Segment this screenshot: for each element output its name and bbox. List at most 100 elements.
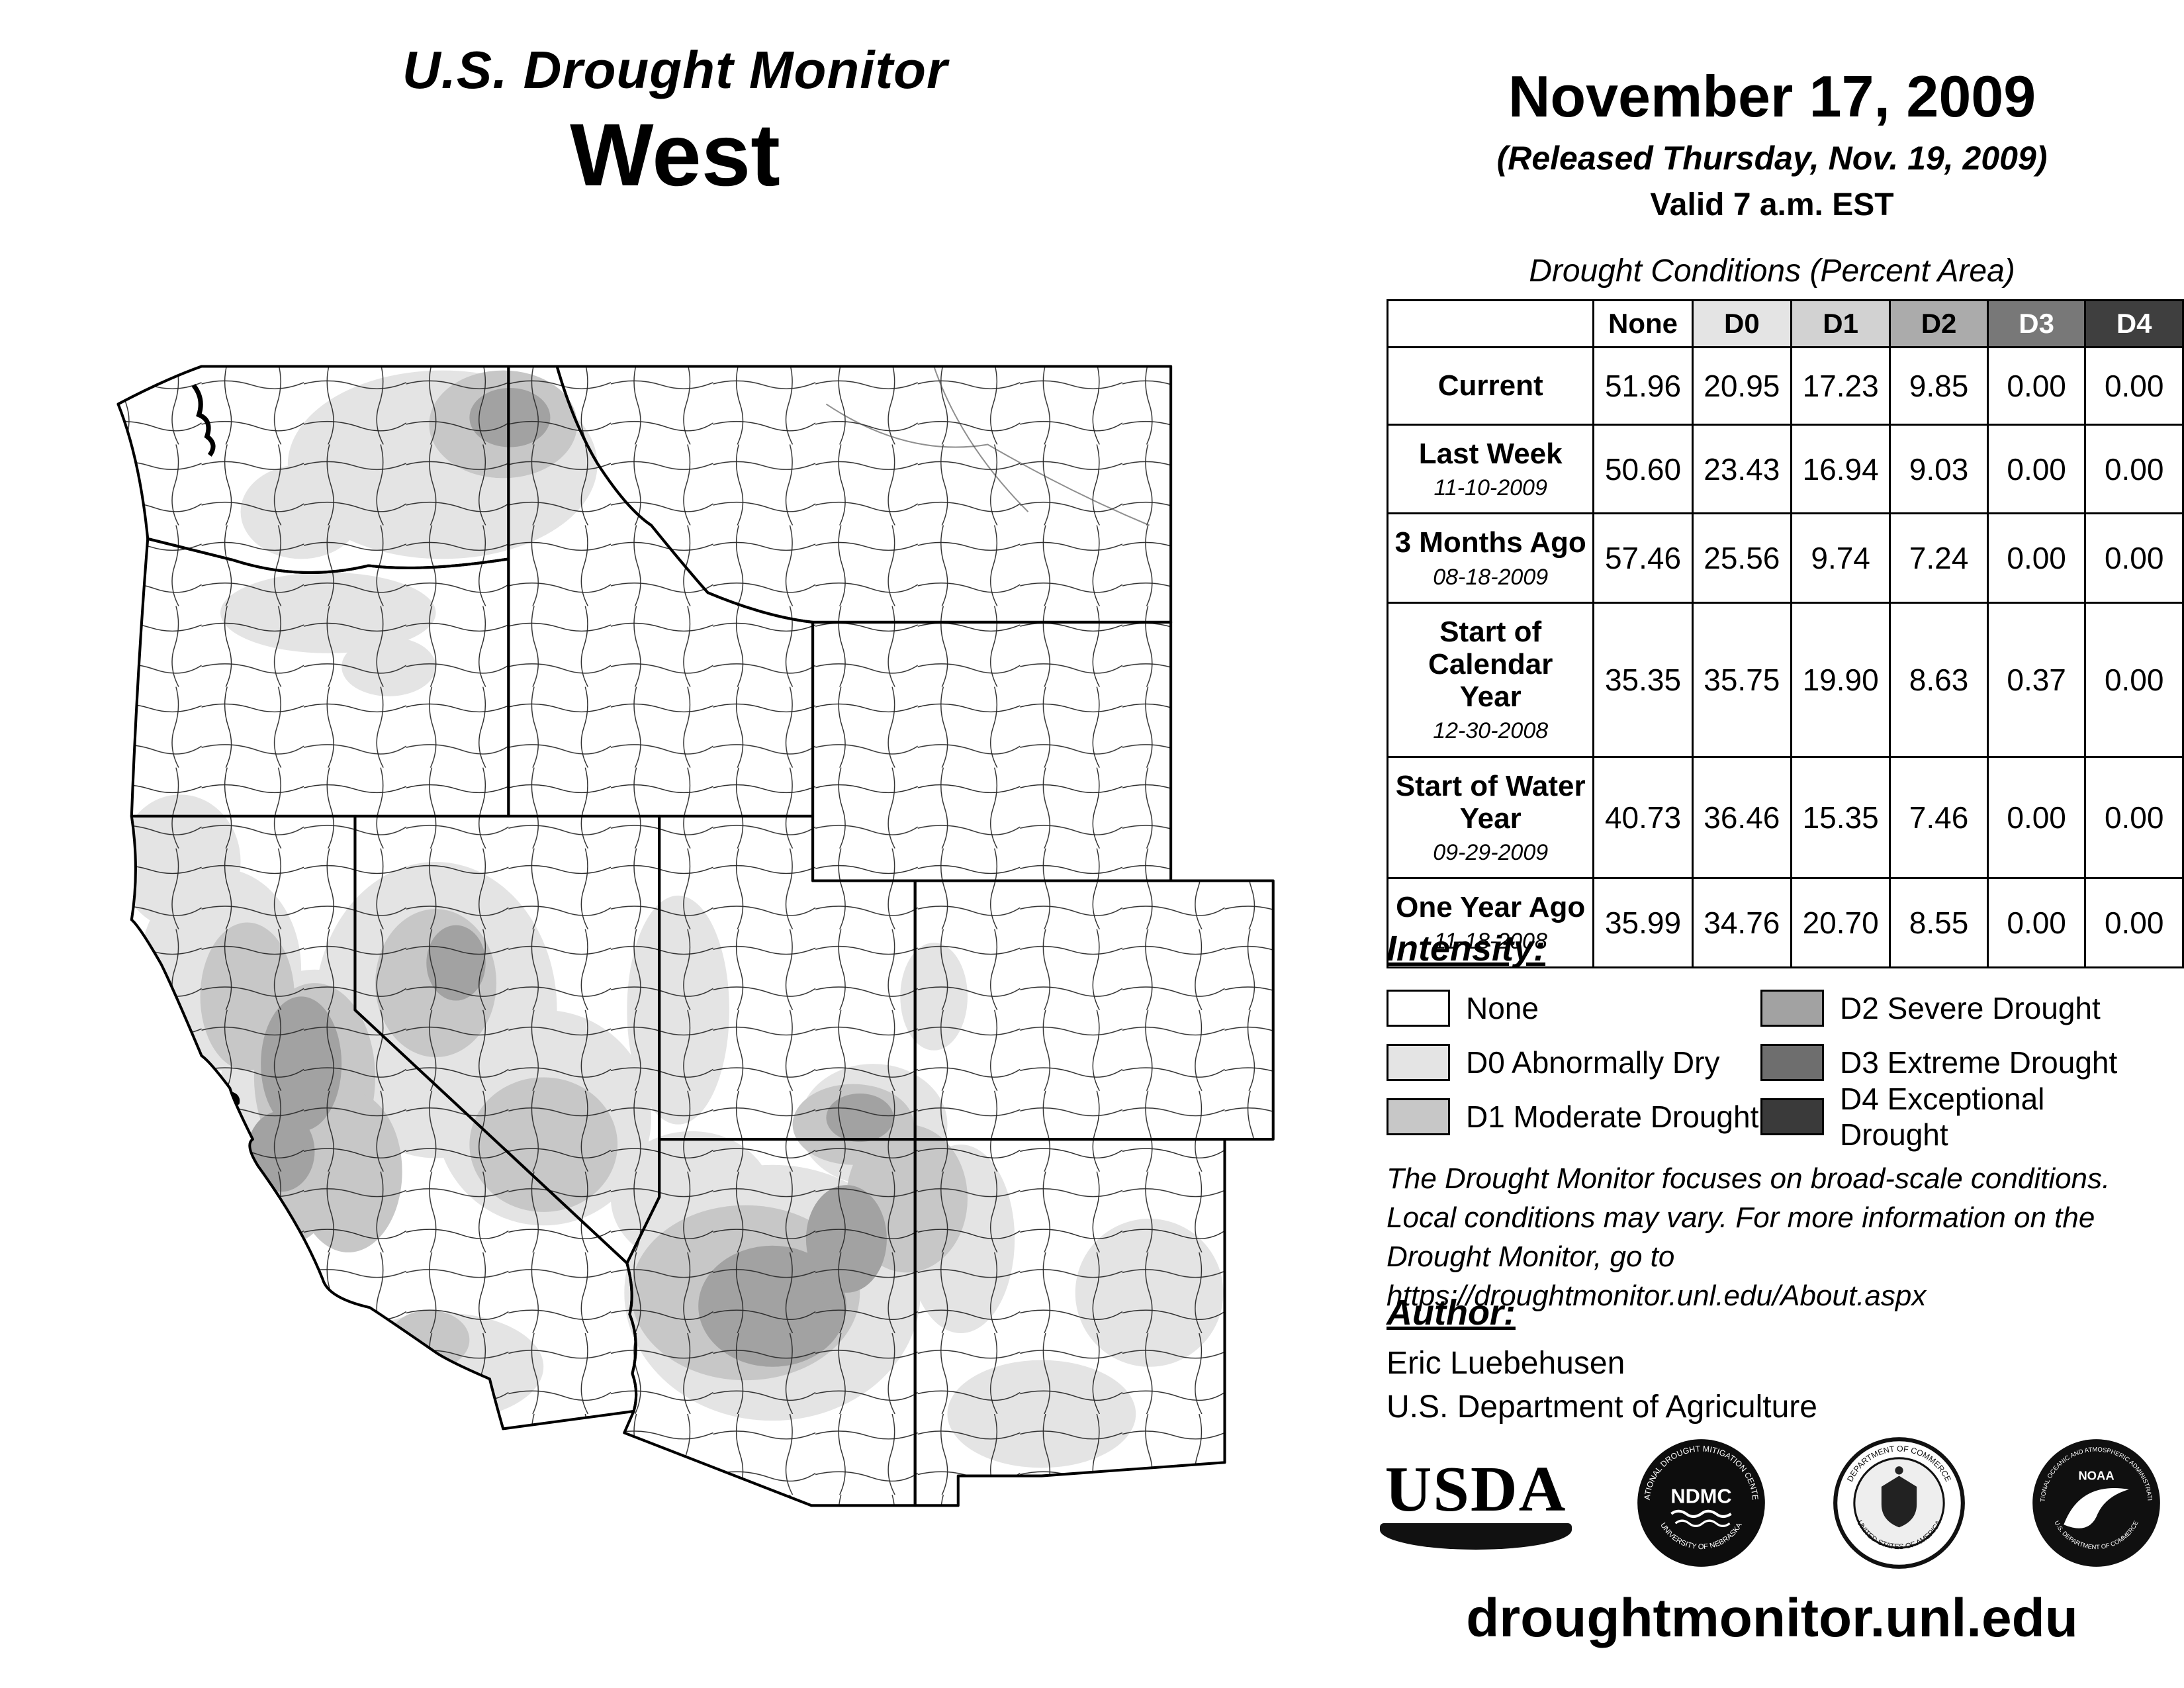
row-label-text: Current [1437,369,1543,402]
table-title: Drought Conditions (Percent Area) [1529,254,2015,289]
table-row: Current 51.96 20.95 17.23 9.85 0.00 0.00 [1386,346,2184,426]
table-cell-value: 8.55 [1889,877,1989,968]
report-title: U.S. Drought Monitor [402,40,948,99]
table-cell-value: 40.73 [1592,755,1694,880]
row-label-text: Last Week [1418,438,1563,470]
table-cell-value: 17.23 [1790,346,1891,426]
usda-logo: USDA [1380,1457,1572,1550]
table-cell-value: 20.95 [1691,346,1792,426]
legend-item-d1: D1 Moderate Drought [1387,1090,1760,1144]
row-label: Current [1386,346,1595,426]
commerce-emblem-detail-icon [1895,1466,1903,1475]
report-date: November 17, 2009 [1508,64,2036,129]
table-corner [1386,299,1595,348]
legend-swatch-d4 [1760,1098,1824,1135]
ndmc-wave-icon [1674,1519,1731,1527]
table-row: 3 Months Ago 08-18-2009 57.46 25.56 9.74 … [1386,512,2184,604]
table-cell-value: 15.35 [1790,755,1891,880]
region-title: West [570,106,780,205]
row-label: Last Week 11-10-2009 [1386,423,1595,515]
legend-swatch-none [1387,990,1450,1027]
legend-item-d3: D3 Extreme Drought [1760,1035,2161,1090]
author-name: Eric Luebehusen [1387,1346,1625,1381]
table-cell-value: 0.00 [1986,512,2087,604]
ndmc-circle [1637,1439,1766,1567]
legend-label: D1 Moderate Drought [1466,1100,1759,1134]
col-header-d4: D4 [2084,299,2184,348]
table-cell-value: 9.85 [1889,346,1989,426]
row-label: Start of Calendar Year 12-30-2008 [1386,601,1595,758]
row-sublabel: 12-30-2008 [1433,718,1549,744]
ndmc-center-text: NDMC [1671,1485,1732,1508]
table-cell-value: 0.00 [2084,877,2184,968]
table-row: Last Week 11-10-2009 50.60 23.43 16.94 9.… [1386,423,2184,515]
legend-swatch-d0 [1387,1044,1450,1081]
legend-item-d4: D4 Exceptional Drought [1760,1082,2161,1152]
drought-shading [118,366,1273,1506]
table-cell-value: 36.46 [1691,755,1792,880]
valid-time: Valid 7 a.m. EST [1650,187,1894,222]
row-label-text: 3 Months Ago [1394,526,1586,559]
row-label-text: Start of Water Year [1395,769,1586,835]
noaa-gull-icon [2064,1488,2129,1528]
table-cell-value: 50.60 [1592,423,1694,515]
commerce-seal: DEPARTMENT OF COMMERCE UNITED STATES OF … [1833,1437,1965,1569]
logo-row: USDA NATIONAL DROUGHT MITIGATION CENTER … [1380,1435,2164,1571]
table-cell-value: 0.00 [2084,512,2184,604]
table-cell-value: 9.74 [1790,512,1891,604]
river-line [825,403,1150,526]
col-header-d1: D1 [1790,299,1891,348]
legend-swatch-d1 [1387,1098,1450,1135]
row-sublabel: 08-18-2009 [1433,564,1549,590]
row-label-text: Start of Calendar Year [1428,615,1553,714]
legend-item-d2: D2 Severe Drought [1760,981,2161,1035]
table-cell-value: 7.46 [1889,755,1989,880]
disclaimer-text: The Drought Monitor focuses on broad-sca… [1387,1162,2111,1312]
table-cell-value: 0.00 [1986,423,2087,515]
usda-logo-text: USDA [1385,1453,1567,1525]
map-header: U.S. Drought Monitor West [159,40,1191,206]
col-header-d0: D0 [1691,299,1792,348]
table-cell-value: 51.96 [1592,346,1694,426]
col-header-d2: D2 [1889,299,1989,348]
row-label-text: One Year Ago [1396,891,1586,924]
table-cell-value: 57.46 [1592,512,1694,604]
ndmc-logo: NATIONAL DROUGHT MITIGATION CENTER UNIVE… [1633,1435,1766,1567]
table-cell-value: 9.03 [1889,423,1989,515]
author-organization: U.S. Department of Agriculture [1387,1389,1817,1425]
author-heading: Author: [1387,1293,1516,1333]
row-label: One Year Ago 11-18-2008 [1386,877,1595,968]
table-cell-value: 23.43 [1691,423,1792,515]
table-cell-value: 25.56 [1691,512,1792,604]
table-cell-value: 20.70 [1790,877,1891,968]
release-date: (Released Thursday, Nov. 19, 2009) [1496,140,2048,177]
usda-logo-swoosh [1380,1523,1572,1550]
col-header-d3: D3 [1986,299,2087,348]
row-sublabel: 11-18-2008 [1433,929,1547,955]
legend-label: D0 Abnormally Dry [1466,1045,1720,1080]
table-cell-value: 7.24 [1889,512,1989,604]
table-cell-value: 0.37 [1986,601,2087,758]
noaa-logo: NATIONAL OCEANIC AND ATMOSPHERIC ADMINIS… [2028,1435,2160,1567]
table-row: Start of Calendar Year 12-30-2008 35.35 3… [1386,601,2184,758]
table-cell-value: 0.00 [2084,346,2184,426]
footer-url: droughtmonitor.unl.edu [1466,1588,2078,1648]
puget-sound [191,383,216,457]
river-line [933,366,1029,512]
legend-item-none: None [1387,981,1760,1035]
drought-conditions-table: None D0 D1 D2 D3 D4 Current 51.96 20.95 … [1386,299,2184,968]
row-sublabel: 09-29-2009 [1433,840,1549,866]
legend-label: D3 Extreme Drought [1840,1045,2118,1080]
table-cell-value: 35.99 [1592,877,1694,968]
table-cell-value: 34.76 [1691,877,1792,968]
table-header-row: None D0 D1 D2 D3 D4 [1386,299,2184,348]
table-row: One Year Ago 11-18-2008 35.99 34.76 20.70… [1386,877,2184,968]
legend-item-d0: D0 Abnormally Dry [1387,1035,1760,1090]
table-cell-value: 19.90 [1790,601,1891,758]
row-label: Start of Water Year 09-29-2009 [1386,755,1595,880]
legend-swatch-d2 [1760,990,1824,1027]
legend-label: D4 Exceptional Drought [1840,1082,2045,1152]
row-label: 3 Months Ago 08-18-2009 [1386,512,1595,604]
noaa-center-text: NOAA [2078,1469,2114,1483]
